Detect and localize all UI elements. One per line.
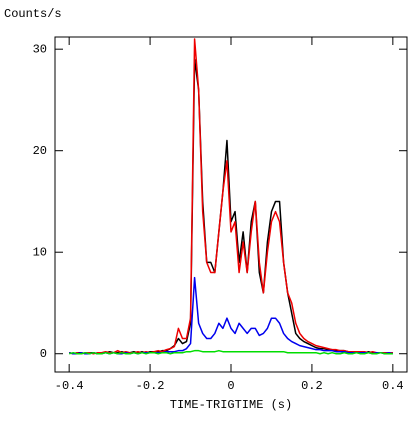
series-line (68, 58, 393, 355)
x-tick-label: 0 (227, 379, 234, 393)
x-axis-label: TIME-TRIGTIME (s) (170, 398, 292, 412)
series-line (68, 38, 393, 355)
series-line (68, 276, 394, 355)
series-line (68, 349, 393, 355)
x-tick-label: -0.2 (136, 379, 165, 393)
y-tick-label: 10 (33, 245, 47, 259)
x-tick-label: -0.4 (55, 379, 84, 393)
y-tick-label: 20 (33, 144, 47, 158)
x-tick-label: 0.2 (301, 379, 323, 393)
x-tick-label: 0.4 (382, 379, 404, 393)
plot-frame (54, 36, 408, 373)
y-tick-label: 30 (33, 42, 47, 56)
y-tick-label: 0 (40, 347, 47, 361)
y-axis-label: Counts/s (4, 7, 62, 21)
